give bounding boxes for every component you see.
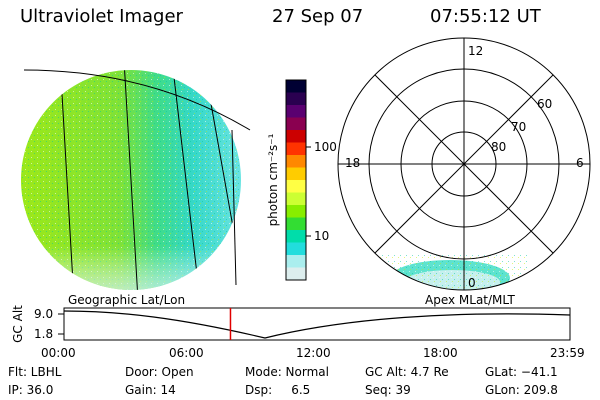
- colorbar-cell: [286, 167, 306, 181]
- colorbar-cell: [286, 267, 306, 281]
- time-label: 07:55:12 UT: [430, 6, 541, 27]
- colorbar-unit-label: photon cm⁻²s⁻¹: [266, 133, 280, 227]
- mlt-label-12: 12: [468, 44, 484, 58]
- colorbar: [285, 79, 311, 281]
- dsp-value: Dsp: 6.5: [245, 383, 311, 397]
- colorbar-tick-100: 100: [314, 140, 337, 154]
- timeline-xtick-2359: 23:59: [550, 346, 585, 360]
- colorbar-cell: [286, 230, 306, 243]
- colorbar-cell: [286, 105, 306, 118]
- altitude-timeline: [58, 307, 571, 341]
- colorbar-cell: [286, 130, 306, 143]
- mode-value: Mode: Normal: [245, 365, 329, 379]
- gc-alt-value: GC Alt: 4.7 Re: [365, 365, 449, 379]
- colorbar-cell: [286, 92, 306, 106]
- door-value: Door: Open: [125, 365, 194, 379]
- gain-value: Gain: 14: [125, 383, 176, 397]
- altitude-curve: [63, 310, 571, 339]
- mlat-ring-label-80: 80: [491, 140, 507, 154]
- colorbar-cell: [286, 142, 306, 156]
- timeline-xtick-1200: 12:00: [296, 346, 331, 360]
- glon-value: GLon: 209.8: [485, 383, 558, 397]
- polar-plot: [337, 37, 591, 291]
- colorbar-cell: [286, 155, 306, 168]
- timeline-xtick-0600: 06:00: [169, 346, 204, 360]
- timeline-ytick-top: 9.0: [34, 307, 54, 321]
- mlat-ring-label-60: 60: [537, 97, 553, 111]
- date-label: 27 Sep 07: [272, 6, 364, 27]
- mlat-ring-label-70: 70: [511, 120, 527, 134]
- ip-value: IP: 36.0: [8, 383, 54, 397]
- colorbar-cell: [286, 117, 306, 131]
- colorbar-cell: [286, 242, 306, 256]
- colorbar-cell: [286, 180, 306, 193]
- timeline-ylabel: GC Alt: [11, 305, 25, 343]
- timeline-ytick-bottom: 1.8: [34, 327, 54, 341]
- colorbar-cell: [286, 255, 306, 268]
- colorbar-cell: [286, 192, 306, 206]
- glat-value: GLat: −41.1: [485, 365, 558, 379]
- mlt-label-0: 0: [468, 276, 476, 290]
- mlt-label-6: 6: [576, 156, 584, 170]
- filter-value: Flt: LBHL: [8, 365, 62, 379]
- colorbar-tick-10: 10: [314, 229, 330, 243]
- geographic-image: [21, 69, 251, 290]
- colorbar-cell: [286, 217, 306, 231]
- apex-label: Apex MLat/MLT: [425, 293, 515, 307]
- colorbar-cell: [286, 80, 306, 93]
- timeline-xtick-0000: 00:00: [41, 346, 76, 360]
- timeline-xtick-1800: 18:00: [423, 346, 458, 360]
- mlt-label-18: 18: [345, 156, 361, 170]
- colorbar-cell: [286, 205, 306, 218]
- seq-value: Seq: 39: [365, 383, 411, 397]
- geographic-label: Geographic Lat/Lon: [68, 293, 186, 307]
- instrument-title: Ultraviolet Imager: [20, 6, 183, 27]
